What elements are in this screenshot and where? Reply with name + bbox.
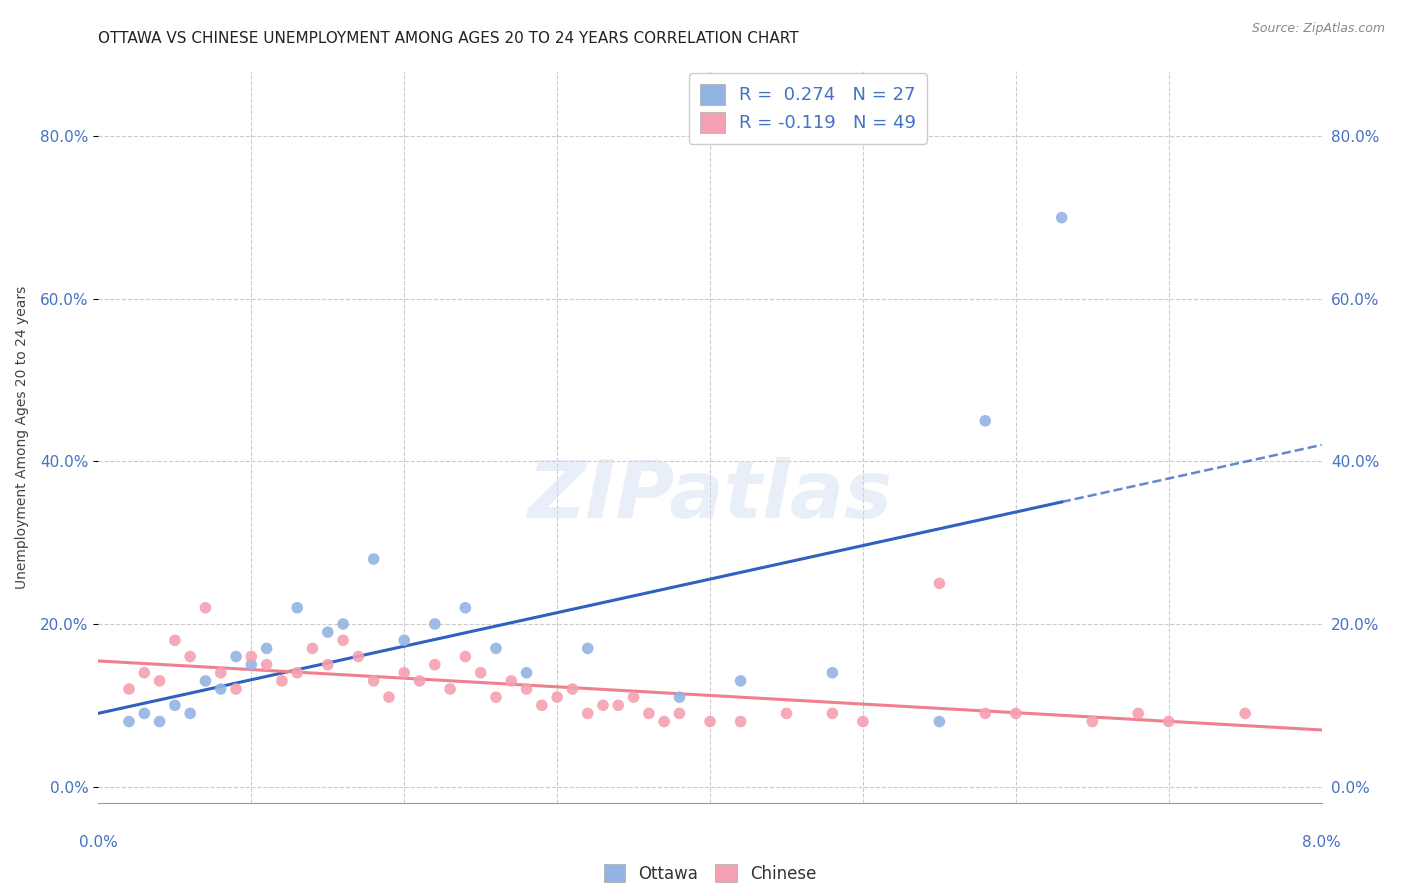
Point	[1128, 706, 1150, 721]
Point	[363, 552, 385, 566]
Point	[561, 681, 583, 696]
Point	[668, 690, 690, 705]
Point	[149, 673, 172, 688]
Point	[668, 706, 690, 721]
Point	[163, 698, 186, 713]
Point	[974, 706, 997, 721]
Text: OTTAWA VS CHINESE UNEMPLOYMENT AMONG AGES 20 TO 24 YEARS CORRELATION CHART: OTTAWA VS CHINESE UNEMPLOYMENT AMONG AGE…	[98, 31, 799, 46]
Point	[301, 641, 323, 656]
Point	[316, 625, 339, 640]
Point	[363, 673, 385, 688]
Point	[270, 673, 294, 688]
Point	[623, 690, 645, 705]
Point	[775, 706, 797, 721]
Point	[637, 706, 661, 721]
Point	[1157, 714, 1180, 729]
Point	[332, 617, 354, 632]
Point	[699, 714, 721, 729]
Point	[392, 633, 416, 648]
Point	[821, 665, 844, 680]
Point	[454, 649, 477, 664]
Point	[285, 600, 308, 615]
Point	[316, 657, 339, 672]
Point	[1004, 706, 1026, 721]
Point	[423, 617, 446, 632]
Point	[118, 681, 141, 696]
Point	[392, 665, 416, 680]
Point	[423, 657, 446, 672]
Point	[209, 681, 232, 696]
Point	[821, 706, 844, 721]
Point	[530, 698, 553, 713]
Point	[194, 673, 217, 688]
Point	[149, 714, 172, 729]
Point	[134, 665, 156, 680]
Point	[179, 649, 201, 664]
Point	[1081, 714, 1104, 729]
Point	[163, 633, 186, 648]
Point	[607, 698, 630, 713]
Point	[134, 706, 156, 721]
Point	[470, 665, 492, 680]
Point	[501, 673, 523, 688]
Point	[225, 649, 247, 664]
Point	[256, 641, 278, 656]
Point	[209, 665, 232, 680]
Point	[240, 649, 263, 664]
Point	[852, 714, 875, 729]
Point	[592, 698, 614, 713]
Point	[1234, 706, 1257, 721]
Point	[347, 649, 370, 664]
Point	[546, 690, 568, 705]
Text: 8.0%: 8.0%	[1302, 836, 1341, 850]
Point	[256, 657, 278, 672]
Point	[485, 641, 508, 656]
Point	[516, 665, 538, 680]
Point	[118, 714, 141, 729]
Point	[652, 714, 675, 729]
Point	[240, 657, 263, 672]
Point	[576, 641, 599, 656]
Point	[928, 576, 950, 591]
Point	[730, 673, 752, 688]
Point	[974, 414, 997, 428]
Text: Source: ZipAtlas.com: Source: ZipAtlas.com	[1251, 22, 1385, 36]
Point	[225, 681, 247, 696]
Point	[439, 681, 461, 696]
Text: ZIPatlas: ZIPatlas	[527, 457, 893, 534]
Legend: Ottawa, Chinese: Ottawa, Chinese	[598, 857, 823, 889]
Text: 0.0%: 0.0%	[79, 836, 118, 850]
Point	[285, 665, 308, 680]
Point	[194, 600, 217, 615]
Point	[378, 690, 401, 705]
Y-axis label: Unemployment Among Ages 20 to 24 years: Unemployment Among Ages 20 to 24 years	[15, 285, 30, 589]
Point	[730, 714, 752, 729]
Point	[928, 714, 950, 729]
Point	[516, 681, 538, 696]
Point	[576, 706, 599, 721]
Point	[332, 633, 354, 648]
Point	[485, 690, 508, 705]
Point	[179, 706, 201, 721]
Point	[408, 673, 430, 688]
Point	[1050, 211, 1073, 225]
Point	[454, 600, 477, 615]
